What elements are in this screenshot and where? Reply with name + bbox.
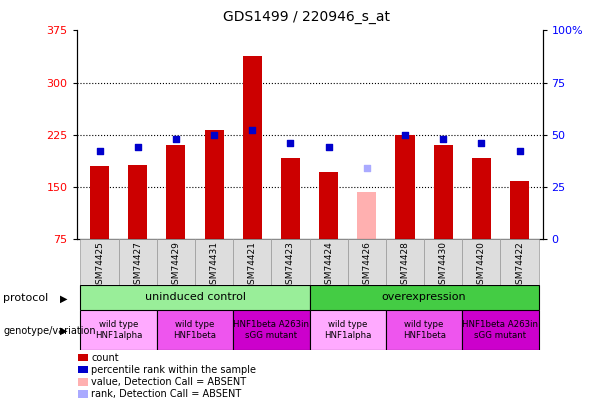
Text: wild type
HNF1alpha: wild type HNF1alpha [95,320,142,340]
Text: GSM74429: GSM74429 [172,241,180,290]
Bar [80,239,119,286]
Text: value, Detection Call = ABSENT: value, Detection Call = ABSENT [91,377,246,387]
Bar [195,239,233,286]
Text: HNF1beta A263in
sGG mutant: HNF1beta A263in sGG mutant [462,320,538,340]
Bar [500,239,539,286]
Bar [233,239,272,286]
Bar [157,239,195,286]
Bar [386,310,462,350]
Bar [319,171,338,239]
Point [248,127,257,134]
Bar [310,310,386,350]
Text: ▶: ▶ [60,326,67,336]
Text: GSM74428: GSM74428 [400,241,409,290]
Text: genotype/variation: genotype/variation [3,326,96,336]
Text: wild type
HNF1beta: wild type HNF1beta [403,320,446,340]
Text: GSM74430: GSM74430 [439,241,447,290]
Point [286,140,295,146]
Text: GSM74427: GSM74427 [133,241,142,290]
Bar [348,239,386,286]
Bar [119,239,157,286]
Bar [80,310,157,350]
Text: GDS1499 / 220946_s_at: GDS1499 / 220946_s_at [223,10,390,24]
Bar [128,164,147,239]
Bar [433,145,453,239]
Point [362,165,371,171]
Text: rank, Detection Call = ABSENT: rank, Detection Call = ABSENT [91,389,242,399]
Text: GSM74422: GSM74422 [515,241,524,290]
Bar [424,239,462,286]
Text: wild type
HNF1beta: wild type HNF1beta [173,320,216,340]
Bar [166,145,186,239]
Bar [243,56,262,239]
Bar [90,166,109,239]
Text: ▶: ▶ [60,294,67,303]
Point [133,144,143,150]
Bar [462,239,500,286]
Point [400,131,410,138]
Bar [395,134,414,239]
Point [171,136,181,142]
Bar [310,239,348,286]
Text: protocol: protocol [3,294,48,303]
Point [209,131,219,138]
Text: GSM74431: GSM74431 [210,241,219,290]
Text: uninduced control: uninduced control [145,292,245,302]
Bar [233,310,310,350]
Text: wild type
HNF1alpha: wild type HNF1alpha [324,320,371,340]
Bar [80,285,310,310]
Point [94,148,104,155]
Text: overexpression: overexpression [382,292,466,302]
Bar [510,181,529,239]
Point [476,140,486,146]
Text: percentile rank within the sample: percentile rank within the sample [91,365,256,375]
Text: GSM74421: GSM74421 [248,241,257,290]
Text: count: count [91,353,119,362]
Text: GSM74420: GSM74420 [477,241,486,290]
Bar [157,310,233,350]
Bar [281,158,300,239]
Point [324,144,333,150]
Point [515,148,525,155]
Text: GSM74425: GSM74425 [95,241,104,290]
Text: GSM74426: GSM74426 [362,241,371,290]
Text: GSM74424: GSM74424 [324,241,333,290]
Point [438,136,448,142]
Text: GSM74423: GSM74423 [286,241,295,290]
Bar [462,310,539,350]
Bar [472,158,491,239]
Bar [386,239,424,286]
Bar [272,239,310,286]
Bar [357,192,376,239]
Bar [205,130,224,239]
Bar [310,285,539,310]
Text: HNF1beta A263in
sGG mutant: HNF1beta A263in sGG mutant [234,320,310,340]
